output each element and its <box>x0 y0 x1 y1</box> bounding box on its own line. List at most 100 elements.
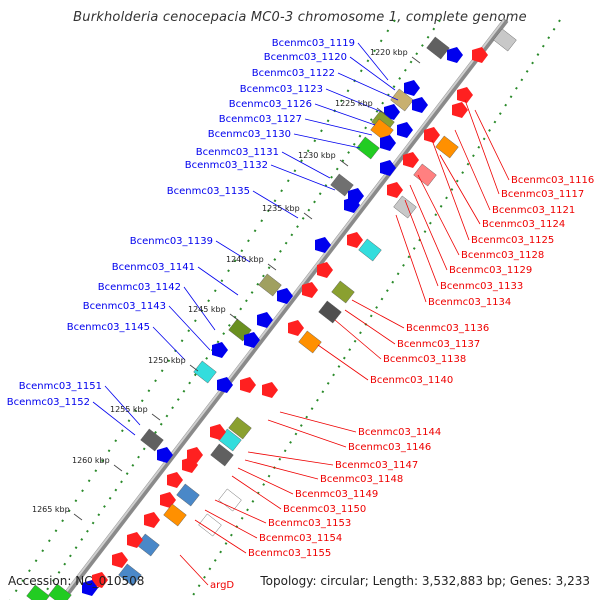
gene-label-left-4[interactable]: Bcenmc03_1126 <box>229 99 312 110</box>
gene-arrow-32[interactable] <box>302 282 318 298</box>
gene-arrow-30[interactable] <box>277 288 293 304</box>
gene-block-61[interactable] <box>118 563 142 587</box>
gene-label-right-15[interactable]: Bcenmc03_1147 <box>335 460 418 471</box>
gene-arrow-35[interactable] <box>212 342 228 358</box>
gene-arrow-3[interactable] <box>447 47 463 63</box>
gene-arrow-25[interactable] <box>315 237 331 253</box>
gene-label-left-12[interactable]: Bcenmc03_1142 <box>98 282 181 293</box>
gene-label-right-9[interactable]: Bcenmc03_1136 <box>406 323 489 334</box>
gene-block-1[interactable] <box>493 28 517 52</box>
gene-label-left-6[interactable]: Bcenmc03_1130 <box>208 129 291 140</box>
gene-arrow-17[interactable] <box>403 152 419 168</box>
gene-label-left-7[interactable]: Bcenmc03_1131 <box>196 147 279 158</box>
gene-block-62[interactable] <box>48 583 72 600</box>
gene-label-right-21[interactable]: Bcenmc03_1155 <box>248 548 331 559</box>
gene-label-left-16[interactable]: Bcenmc03_1152 <box>7 397 90 408</box>
gene-label-right-12[interactable]: Bcenmc03_1140 <box>370 375 453 386</box>
gene-arrow-6[interactable] <box>404 80 420 96</box>
gene-block-48[interactable] <box>210 443 234 467</box>
gene-block-19[interactable] <box>413 163 437 187</box>
gene-label-left-8[interactable]: Bcenmc03_1132 <box>185 160 268 171</box>
gene-arrow-66[interactable] <box>82 580 98 596</box>
gene-label-right-0[interactable]: Bcenmc03_1116 <box>511 175 594 186</box>
gene-label-right-17[interactable]: Bcenmc03_1149 <box>295 489 378 500</box>
gene-arrow-28[interactable] <box>317 262 333 278</box>
gene-label-left-13[interactable]: Bcenmc03_1143 <box>83 301 166 312</box>
gene-label-right-4[interactable]: Bcenmc03_1125 <box>471 235 554 246</box>
gene-arrow-23[interactable] <box>387 182 403 198</box>
gene-label-right-14[interactable]: Bcenmc03_1146 <box>348 442 431 453</box>
gene-block-24[interactable] <box>393 195 417 219</box>
gene-label-right-6[interactable]: Bcenmc03_1129 <box>449 265 532 276</box>
gene-arrow-27[interactable] <box>347 232 363 248</box>
gene-label-right-19[interactable]: Bcenmc03_1153 <box>268 518 351 529</box>
gene-arrow-56[interactable] <box>144 512 160 528</box>
gene-block-63[interactable] <box>26 584 50 600</box>
gene-block-49[interactable] <box>140 428 164 452</box>
gene-label-left-0[interactable]: Bcenmc03_1119 <box>272 38 355 49</box>
gene-arrow-18[interactable] <box>380 160 396 176</box>
gene-label-right-8[interactable]: Bcenmc03_1134 <box>428 297 511 308</box>
gene-arrow-22[interactable] <box>344 197 360 213</box>
gene-label-left-9[interactable]: Bcenmc03_1135 <box>167 186 250 197</box>
gene-arrow-12[interactable] <box>397 122 413 138</box>
gene-label-right-20[interactable]: Bcenmc03_1154 <box>259 533 342 544</box>
gene-block-40[interactable] <box>193 360 217 384</box>
gene-arrow-37[interactable] <box>288 320 304 336</box>
gene-label-left-14[interactable]: Bcenmc03_1145 <box>67 322 150 333</box>
gene-block-7[interactable] <box>390 88 414 112</box>
gene-arrow-13[interactable] <box>424 127 440 143</box>
gene-label-left-11[interactable]: Bcenmc03_1141 <box>112 262 195 273</box>
gene-arrow-58[interactable] <box>127 532 143 548</box>
gene-block-15[interactable] <box>356 136 380 160</box>
gene-arrow-50[interactable] <box>157 447 173 463</box>
gene-label-right-3[interactable]: Bcenmc03_1124 <box>482 219 565 230</box>
gene-label-right-11[interactable]: Bcenmc03_1138 <box>383 354 466 365</box>
gene-block-65[interactable] <box>218 488 242 512</box>
gene-label-right-2[interactable]: Bcenmc03_1121 <box>492 205 575 216</box>
gene-label-right-5[interactable]: Bcenmc03_1128 <box>461 250 544 261</box>
gene-block-44[interactable] <box>228 416 252 440</box>
gene-block-20[interactable] <box>330 173 354 197</box>
gene-arrow-4[interactable] <box>457 87 473 103</box>
gene-arrow-60[interactable] <box>92 572 108 588</box>
gene-block-14[interactable] <box>435 135 459 159</box>
gene-arrow-16[interactable] <box>380 135 396 151</box>
gene-label-left-3[interactable]: Bcenmc03_1123 <box>240 84 323 95</box>
gene-arrow-36[interactable] <box>257 312 273 328</box>
gene-arrow-46[interactable] <box>210 424 226 440</box>
tick-mark-7 <box>151 413 161 421</box>
gene-label-right-13[interactable]: Bcenmc03_1144 <box>358 427 441 438</box>
gene-block-39[interactable] <box>298 330 322 354</box>
gene-label-right-18[interactable]: Bcenmc03_1150 <box>283 504 366 515</box>
gene-label-right-10[interactable]: Bcenmc03_1137 <box>397 339 480 350</box>
gene-block-2[interactable] <box>426 36 450 60</box>
gene-arrow-51[interactable] <box>182 457 198 473</box>
gene-arrow-42[interactable] <box>240 377 256 393</box>
gene-label-left-2[interactable]: Bcenmc03_1122 <box>252 68 335 79</box>
gene-label-right-1[interactable]: Bcenmc03_1117 <box>501 189 584 200</box>
gene-block-29[interactable] <box>258 273 282 297</box>
gene-arrow-5[interactable] <box>452 102 468 118</box>
gene-arrow-52[interactable] <box>167 472 183 488</box>
gene-arrow-0[interactable] <box>472 47 488 63</box>
gene-label-left-15[interactable]: Bcenmc03_1151 <box>19 381 102 392</box>
gene-arrow-41[interactable] <box>217 377 233 393</box>
gene-block-26[interactable] <box>358 238 382 262</box>
gene-block-55[interactable] <box>163 503 187 527</box>
gene-label-right-7[interactable]: Bcenmc03_1133 <box>440 281 523 292</box>
gene-arrow-59[interactable] <box>112 552 128 568</box>
gene-label-right-22[interactable]: argD <box>210 580 234 591</box>
gene-block-38[interactable] <box>318 300 342 324</box>
gene-block-53[interactable] <box>176 483 200 507</box>
gene-arrow-9[interactable] <box>384 104 400 120</box>
gene-arrow-34[interactable] <box>244 332 260 348</box>
gene-arrow-8[interactable] <box>412 97 428 113</box>
gene-arrow-43[interactable] <box>262 382 278 398</box>
gene-label-left-5[interactable]: Bcenmc03_1127 <box>219 114 302 125</box>
gene-label-left-1[interactable]: Bcenmc03_1120 <box>264 52 347 63</box>
gene-label-right-16[interactable]: Bcenmc03_1148 <box>320 474 403 485</box>
gene-label-left-10[interactable]: Bcenmc03_1139 <box>130 236 213 247</box>
gene-block-31[interactable] <box>331 280 355 304</box>
gene-block-64[interactable] <box>198 513 222 537</box>
